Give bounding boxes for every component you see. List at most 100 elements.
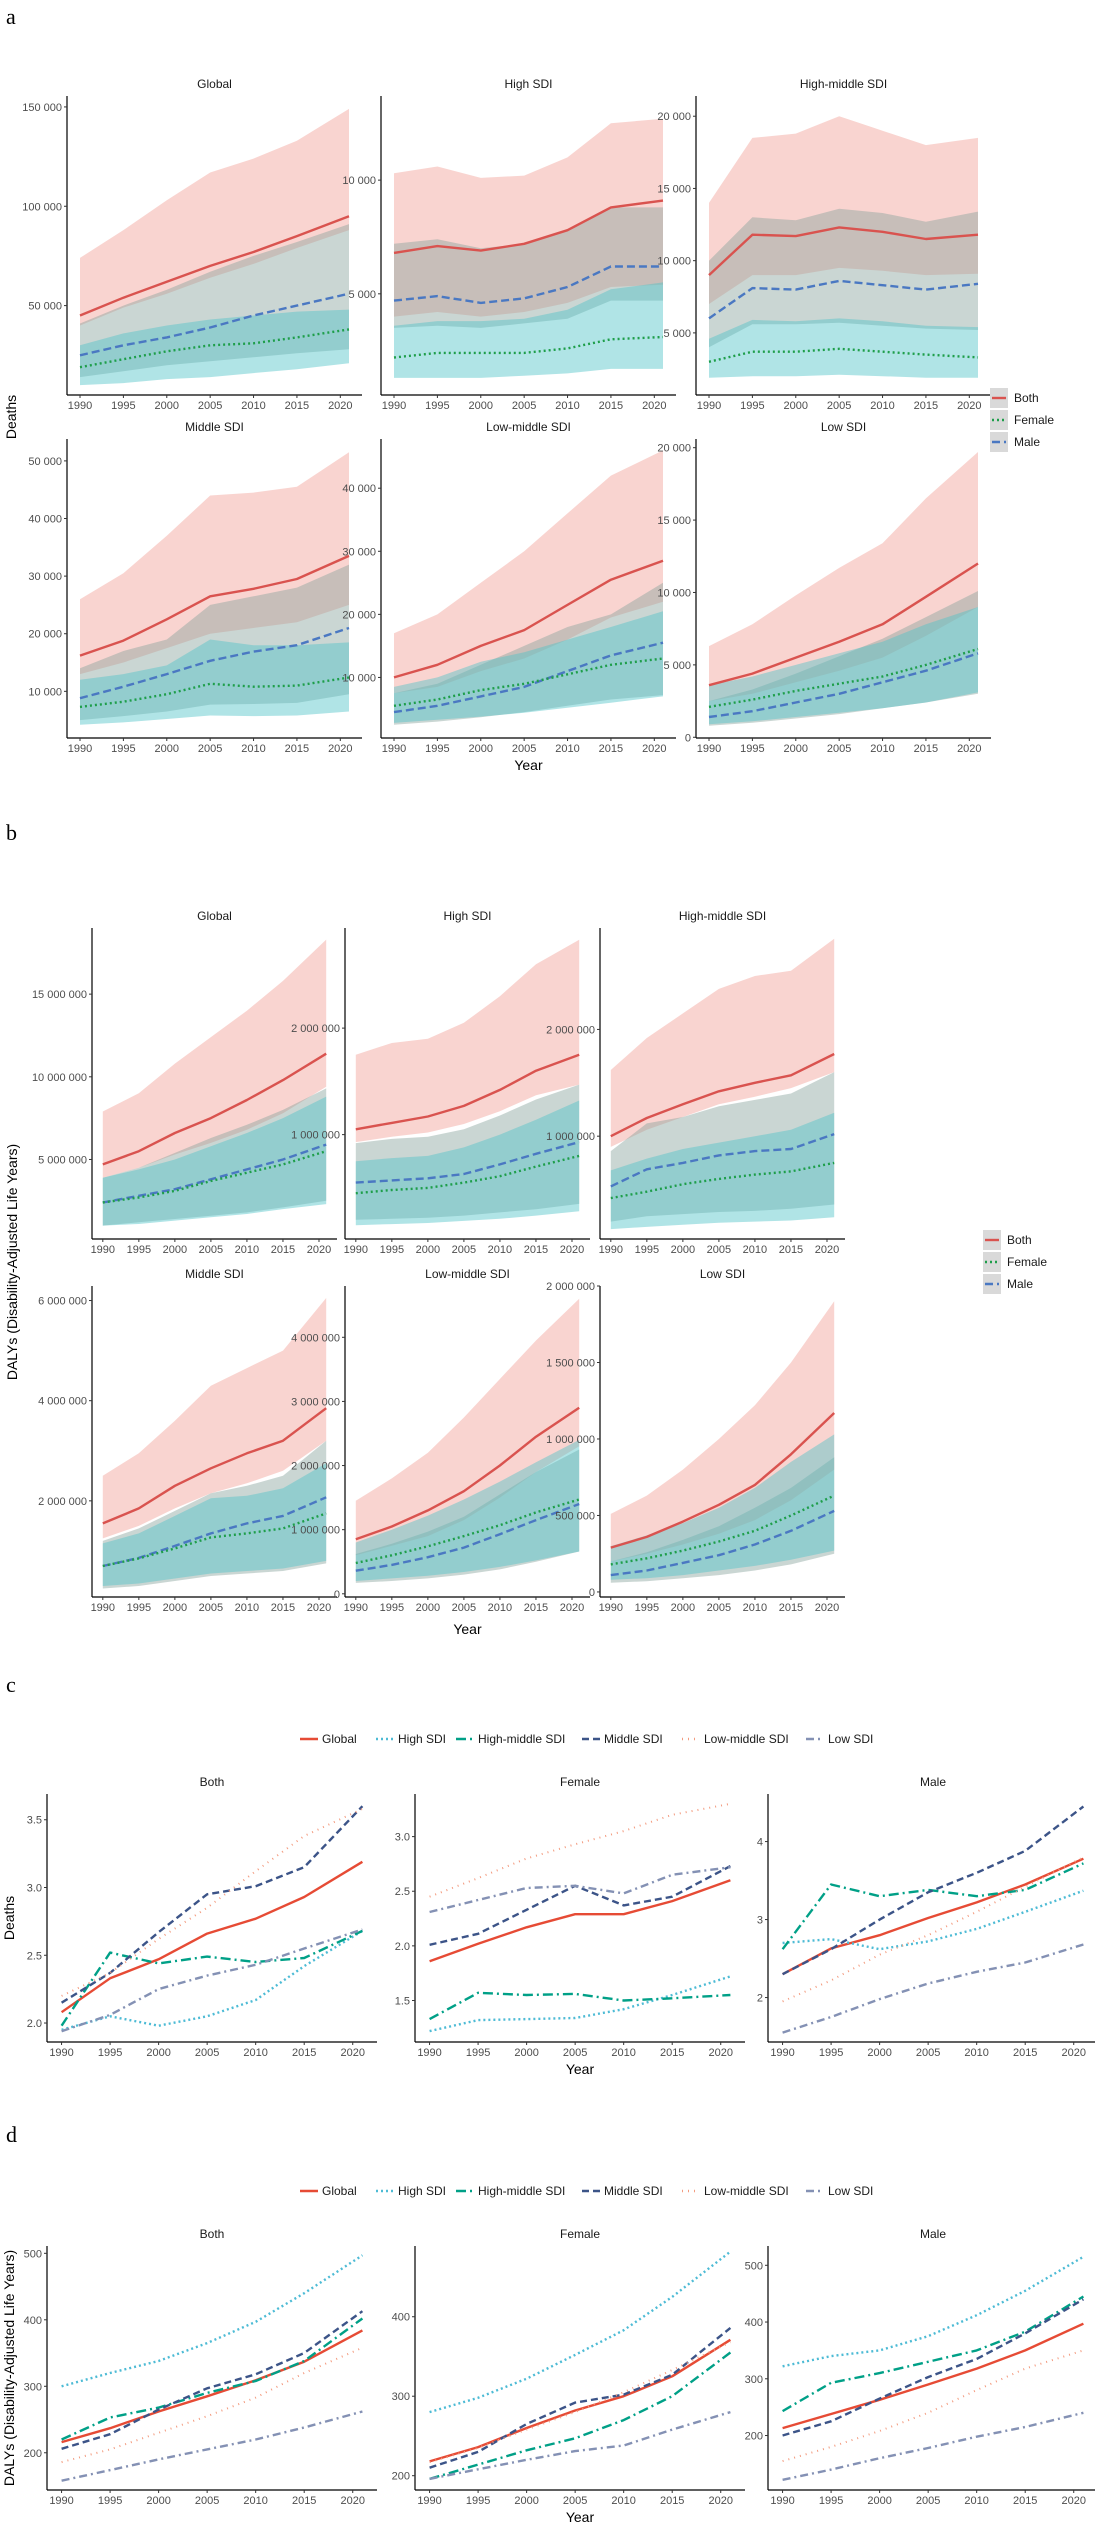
facet-title: High SDI <box>443 909 491 923</box>
facet-both: Both 1990 1995 2000 2005 2010 2015 2020 200 300 40… <box>24 2227 377 2507</box>
y-tick-label: 2 000 000 <box>291 1461 340 1473</box>
x-tick-label: 2015 <box>524 1602 548 1614</box>
series-line-global <box>782 2322 1084 2430</box>
series-line-global <box>782 1857 1084 1976</box>
series-line-male <box>610 1509 835 1577</box>
y-tick-label: 30 000 <box>342 546 376 558</box>
x-tick-label: 2015 <box>779 1602 803 1614</box>
ribbon-male <box>355 1084 580 1220</box>
x-tick-label: 2005 <box>199 1244 223 1256</box>
facet-title: Male <box>920 2227 946 2241</box>
y-tick-label: 4 <box>757 1837 763 1849</box>
y-tick-label: 10 000 <box>657 587 691 599</box>
x-tick-label: 2000 <box>416 1244 440 1256</box>
y-tick-label: 2 000 000 <box>546 1281 595 1293</box>
ribbon-female <box>610 1434 835 1580</box>
series-line-low-middle-sdi <box>429 1802 731 1898</box>
x-tick-label: 1995 <box>635 1244 659 1256</box>
x-tick-label: 2020 <box>957 743 981 755</box>
ribbon-female <box>394 282 663 378</box>
ribbon-female <box>610 1112 835 1230</box>
facet-title: Global <box>197 77 232 91</box>
y-tick-label: 1 000 000 <box>291 1525 340 1537</box>
y-tick-label: 2 000 000 <box>546 1024 595 1036</box>
x-tick-label: 2000 <box>163 1602 187 1614</box>
series-line-low-sdi <box>782 2411 1084 2481</box>
ribbon-both <box>394 118 663 317</box>
series-line-male <box>355 1140 580 1184</box>
legend-label: Male <box>1007 1277 1033 1291</box>
x-tick-label: 2010 <box>488 1602 512 1614</box>
x-tick-label: 2010 <box>870 743 894 755</box>
series-line-low-sdi <box>782 1943 1084 2034</box>
y-tick-label: 2 000 000 <box>291 1023 340 1035</box>
y-tick-label: 3.0 <box>395 1832 410 1844</box>
x-tick-label: 2010 <box>964 2495 988 2507</box>
series-line-both <box>708 226 979 276</box>
facet-title: Low-middle SDI <box>425 1267 510 1281</box>
x-tick-label: 2020 <box>560 1244 584 1256</box>
x-tick-label: 2005 <box>198 743 222 755</box>
facet-male: Male 1990 1995 2000 2005 2010 2015 2020 200 300 40… <box>745 2227 1095 2507</box>
y-tick-label: 300 <box>745 2374 763 2386</box>
series-line-global <box>60 1860 364 2014</box>
series-line-high-middle-sdi <box>429 2351 732 2481</box>
series-line-global <box>429 2338 732 2463</box>
ribbon-male <box>102 1088 327 1226</box>
series-line-low-middle-sdi <box>61 1807 363 1997</box>
series-line-middle-sdi <box>61 2310 364 2450</box>
facet-high-middle-sdi: High-middle SDI 1990 1995 2000 2005 2010 2015 2… <box>657 77 991 412</box>
x-tick-label: 2010 <box>611 2495 635 2507</box>
ribbon-male <box>610 1457 835 1583</box>
series-line-global <box>61 2329 363 2444</box>
legend-label: Female <box>1014 413 1054 427</box>
series-line-low-sdi <box>429 2410 731 2481</box>
series-line-middle-sdi <box>782 2298 1085 2437</box>
y-tick-label: 3.5 <box>27 1815 42 1827</box>
y-tick-label: 1 000 000 <box>546 1131 595 1143</box>
ribbon-male <box>355 1449 580 1583</box>
y-tick-label: 40 000 <box>342 483 376 495</box>
x-tick-label: 2010 <box>870 400 894 412</box>
x-tick-label: 2000 <box>146 2495 170 2507</box>
y-tick-label: 300 <box>392 2391 410 2403</box>
y-axis-title: Deaths <box>3 395 19 439</box>
x-tick-label: 2020 <box>708 2495 732 2507</box>
x-tick-label: 2020 <box>307 1244 331 1256</box>
x-tick-label: 2010 <box>235 1244 259 1256</box>
y-tick-label: 1 000 000 <box>546 1434 595 1446</box>
x-tick-label: 2000 <box>867 2047 891 2059</box>
x-tick-label: 1990 <box>344 1244 368 1256</box>
facet-middle-sdi: Middle SDI 1990 1995 2000 2005 2010 2015 2020 10… <box>28 420 362 755</box>
x-tick-label: 2010 <box>964 2047 988 2059</box>
series-line-male <box>393 641 664 714</box>
series-line-male <box>79 292 350 357</box>
x-tick-label: 2015 <box>292 2047 316 2059</box>
facet-title: Middle SDI <box>185 420 244 434</box>
facet-female: Female 1990 1995 2000 2005 2010 2015 2020 200 300… <box>392 2227 745 2507</box>
x-tick-label: 2005 <box>195 2047 219 2059</box>
y-tick-label: 0 <box>685 732 691 744</box>
y-tick-label: 100 000 <box>22 201 62 213</box>
x-tick-label: 2015 <box>660 2047 684 2059</box>
y-axis-title: DALYs (Disability-Adjusted Life Years) <box>4 1144 20 1380</box>
x-tick-label: 1995 <box>111 400 135 412</box>
x-tick-label: 2020 <box>560 1602 584 1614</box>
y-tick-label: 50 000 <box>28 301 62 313</box>
legend-label: Both <box>1014 391 1039 405</box>
y-tick-label: 10 000 000 <box>32 1072 87 1084</box>
panel-label: d <box>6 2122 17 2147</box>
legend-label: Low SDI <box>828 2184 873 2198</box>
x-tick-label: 2015 <box>285 400 309 412</box>
x-tick-label: 1995 <box>466 2495 490 2507</box>
x-tick-label: 2000 <box>155 743 179 755</box>
series-line-both <box>393 199 664 255</box>
series-line-both <box>355 1406 580 1541</box>
x-tick-label: 1990 <box>599 1602 623 1614</box>
y-tick-label: 200 <box>392 2471 410 2483</box>
y-tick-label: 4 000 000 <box>38 1396 87 1408</box>
series-line-high-sdi <box>61 1929 364 2031</box>
x-tick-label: 1990 <box>770 2495 794 2507</box>
panel-a: a Deaths Year Global 1990 1995 2000 2005 2010 201… <box>3 4 1054 773</box>
y-tick-label: 0 <box>589 1587 595 1599</box>
